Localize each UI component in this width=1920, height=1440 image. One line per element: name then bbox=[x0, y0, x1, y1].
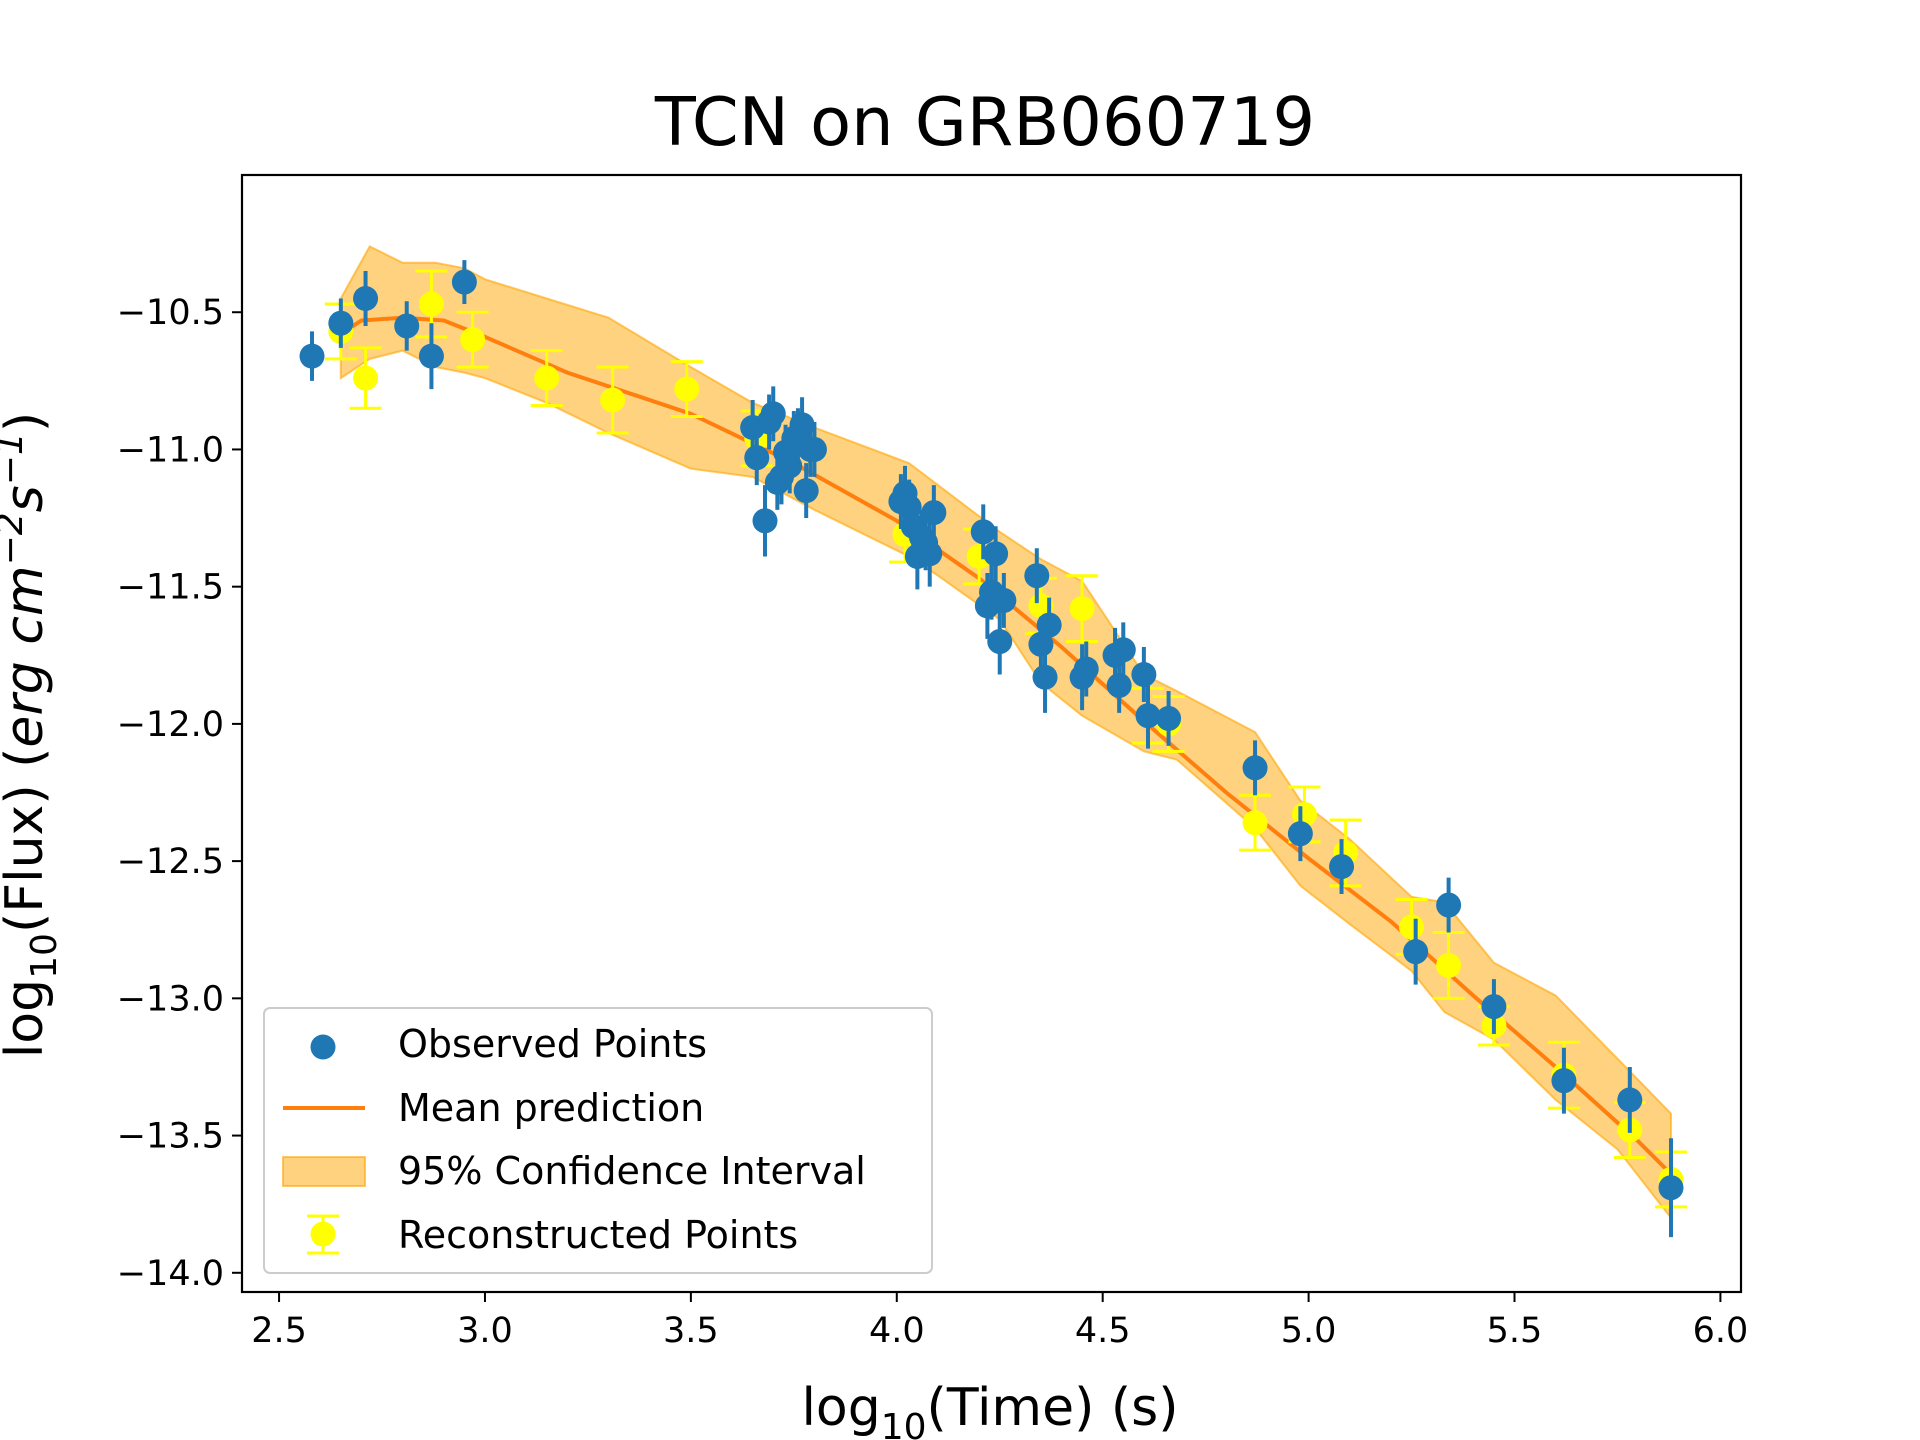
y-tick-label: −12.0 bbox=[117, 705, 224, 745]
observed-point bbox=[1436, 877, 1462, 933]
reconstructed-point bbox=[596, 365, 629, 435]
observed-point bbox=[760, 386, 786, 442]
x-axis-label-rest: (Time) (s) bbox=[927, 1378, 1179, 1438]
observed-point bbox=[1106, 658, 1132, 713]
observed-point bbox=[1131, 647, 1157, 702]
observed-point bbox=[1032, 641, 1058, 713]
reconstructed-point bbox=[530, 349, 563, 408]
y-tick-label: −14.0 bbox=[117, 1254, 224, 1294]
observed-point bbox=[1617, 1066, 1643, 1133]
legend-mean-label: Mean prediction bbox=[398, 1086, 704, 1130]
legend-reconstructed-marker bbox=[307, 1214, 339, 1255]
observed-point bbox=[1024, 548, 1050, 604]
observed-point bbox=[921, 485, 947, 541]
y-axis-ticks: −10.5 −11.0 −11.5 −12.0 −12.5 −13.0 −13.5 −14.0 bbox=[117, 293, 242, 1294]
reconstructed-point bbox=[456, 310, 489, 369]
y-axis-label-unit-a-exponent: −2 bbox=[0, 512, 31, 565]
x-axis-label-log: log bbox=[801, 1378, 880, 1438]
x-tick-label: 3.5 bbox=[663, 1311, 719, 1351]
y-axis-label-subscript: 10 bbox=[24, 933, 65, 979]
observed-point bbox=[1658, 1138, 1684, 1238]
y-axis-label-close: ) bbox=[0, 412, 55, 432]
observed-point bbox=[1481, 979, 1507, 1035]
observed-point bbox=[1156, 690, 1182, 746]
reconstructed-point bbox=[349, 346, 382, 410]
observed-point bbox=[1242, 740, 1268, 796]
y-axis-label-unit-a: erg cm bbox=[0, 565, 55, 747]
observed-point bbox=[353, 271, 379, 326]
observed-point bbox=[793, 463, 819, 519]
observed-point bbox=[451, 260, 477, 304]
observed-point bbox=[418, 323, 444, 390]
observed-point bbox=[991, 572, 1017, 628]
y-axis-label-unit-b-exponent: −1 bbox=[0, 432, 31, 485]
x-axis-label: log10(Time) (s) bbox=[801, 1378, 1178, 1440]
reconstructed-point bbox=[670, 360, 703, 419]
x-tick-label: 5.5 bbox=[1487, 1311, 1543, 1351]
observed-point bbox=[744, 430, 770, 486]
x-tick-label: 4.0 bbox=[869, 1311, 925, 1351]
y-tick-label: −10.5 bbox=[117, 293, 224, 333]
observed-point bbox=[970, 504, 996, 560]
x-tick-label: 2.5 bbox=[251, 1311, 307, 1351]
observed-point bbox=[394, 301, 420, 351]
observed-point bbox=[1036, 597, 1062, 653]
observed-point bbox=[983, 526, 1009, 582]
observed-points-layer bbox=[299, 260, 1684, 1238]
x-tick-label: 4.5 bbox=[1075, 1311, 1131, 1351]
legend-observed-label: Observed Points bbox=[398, 1022, 707, 1066]
x-tick-label: 5.0 bbox=[1281, 1311, 1337, 1351]
x-axis-ticks: 2.5 3.0 3.5 4.0 4.5 5.0 5.5 6.0 bbox=[251, 1292, 1748, 1351]
observed-point bbox=[1329, 839, 1355, 895]
y-tick-label: −11.5 bbox=[117, 568, 224, 608]
y-axis-label-unit-b: s bbox=[0, 485, 55, 512]
y-tick-label: −12.5 bbox=[117, 842, 224, 882]
observed-point bbox=[1287, 806, 1313, 862]
legend-reconstructed-label: Reconstructed Points bbox=[398, 1213, 798, 1257]
observed-point bbox=[1073, 641, 1099, 697]
legend-observed-marker bbox=[310, 1034, 336, 1060]
y-axis-label-rest: (Flux) ( bbox=[0, 748, 55, 933]
legend-box bbox=[263, 1007, 933, 1274]
y-tick-label: −13.5 bbox=[117, 1117, 224, 1157]
plot-frame bbox=[240, 173, 1743, 1294]
reconstructed-point bbox=[1066, 574, 1099, 644]
legend-ci-swatch bbox=[282, 1156, 366, 1187]
observed-point bbox=[1551, 1047, 1577, 1114]
observed-point bbox=[987, 608, 1013, 675]
x-tick-label: 3.0 bbox=[457, 1311, 513, 1351]
chart-title: TCN on GRB060719 bbox=[654, 83, 1315, 161]
legend-ci-label: 95% Confidence Interval bbox=[398, 1149, 866, 1193]
observed-point bbox=[1110, 622, 1136, 678]
observed-point bbox=[1135, 682, 1161, 749]
observed-point bbox=[328, 298, 354, 348]
observed-point bbox=[801, 422, 827, 477]
observed-point bbox=[299, 331, 325, 381]
x-tick-label: 6.0 bbox=[1693, 1311, 1749, 1351]
legend: Observed Points Mean prediction 95% Conf… bbox=[263, 1007, 933, 1274]
y-tick-label: −13.0 bbox=[117, 979, 224, 1019]
observed-point bbox=[1403, 918, 1429, 985]
y-axis-label-log: log bbox=[0, 979, 55, 1058]
y-axis-label: log10(Flux) (erg cm−2s−1) bbox=[0, 412, 65, 1058]
observed-point bbox=[752, 485, 778, 557]
observed-point bbox=[917, 520, 943, 587]
y-tick-label: −11.0 bbox=[117, 430, 224, 470]
x-axis-label-subscript: 10 bbox=[881, 1407, 927, 1440]
